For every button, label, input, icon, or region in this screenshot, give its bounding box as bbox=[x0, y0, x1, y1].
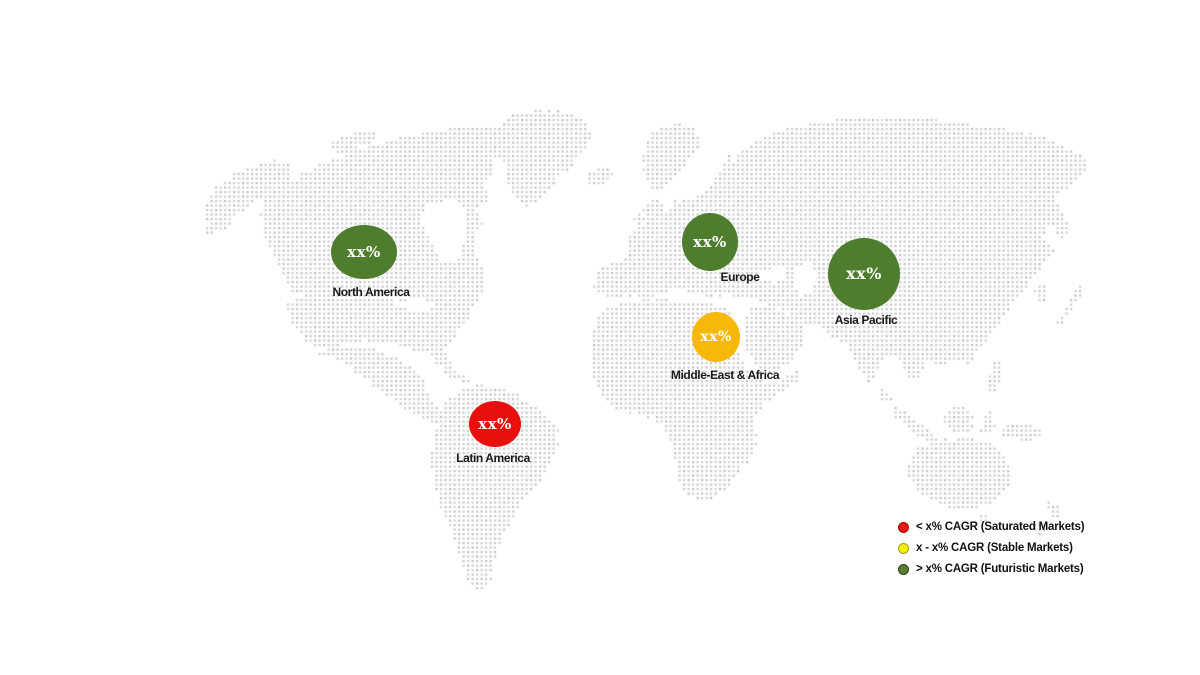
region-value: xx% bbox=[693, 232, 727, 251]
region-label-asia-pacific: Asia Pacific bbox=[834, 313, 898, 327]
region-bubble-asia-pacific: xx% bbox=[828, 238, 900, 310]
legend-dot-stable-icon bbox=[898, 542, 909, 554]
region-value: xx% bbox=[700, 329, 732, 345]
region-label-middle-east-africa: Middle-East & Africa bbox=[670, 368, 780, 382]
legend: < x% CAGR (Saturated Markets) x - x% CAGR… bbox=[898, 521, 1085, 575]
region-value: xx% bbox=[478, 414, 512, 433]
legend-item-saturated: < x% CAGR (Saturated Markets) bbox=[898, 521, 1085, 533]
legend-item-stable: x - x% CAGR (Stable Markets) bbox=[898, 542, 1084, 554]
region-label-latin-america: Latin America bbox=[456, 451, 530, 465]
legend-item-label: > x% CAGR (Futuristic Markets) bbox=[916, 563, 1084, 575]
region-bubble-north-america: xx% bbox=[331, 225, 397, 279]
legend-item-label: < x% CAGR (Saturated Markets) bbox=[916, 521, 1085, 533]
legend-item-label: x - x% CAGR (Stable Markets) bbox=[916, 542, 1073, 554]
region-value: xx% bbox=[846, 264, 882, 283]
region-bubble-latin-america: xx% bbox=[469, 401, 521, 447]
legend-dot-saturated-icon bbox=[898, 521, 909, 533]
region-bubble-europe: xx% bbox=[682, 213, 738, 271]
region-value: xx% bbox=[347, 242, 381, 261]
region-label-north-america: North America bbox=[332, 285, 410, 299]
legend-item-futuristic: > x% CAGR (Futuristic Markets) bbox=[898, 563, 1084, 575]
region-label-europe: Europe bbox=[720, 270, 760, 284]
region-bubble-middle-east-africa: xx% bbox=[692, 312, 740, 362]
legend-dot-futuristic-icon bbox=[898, 563, 909, 575]
